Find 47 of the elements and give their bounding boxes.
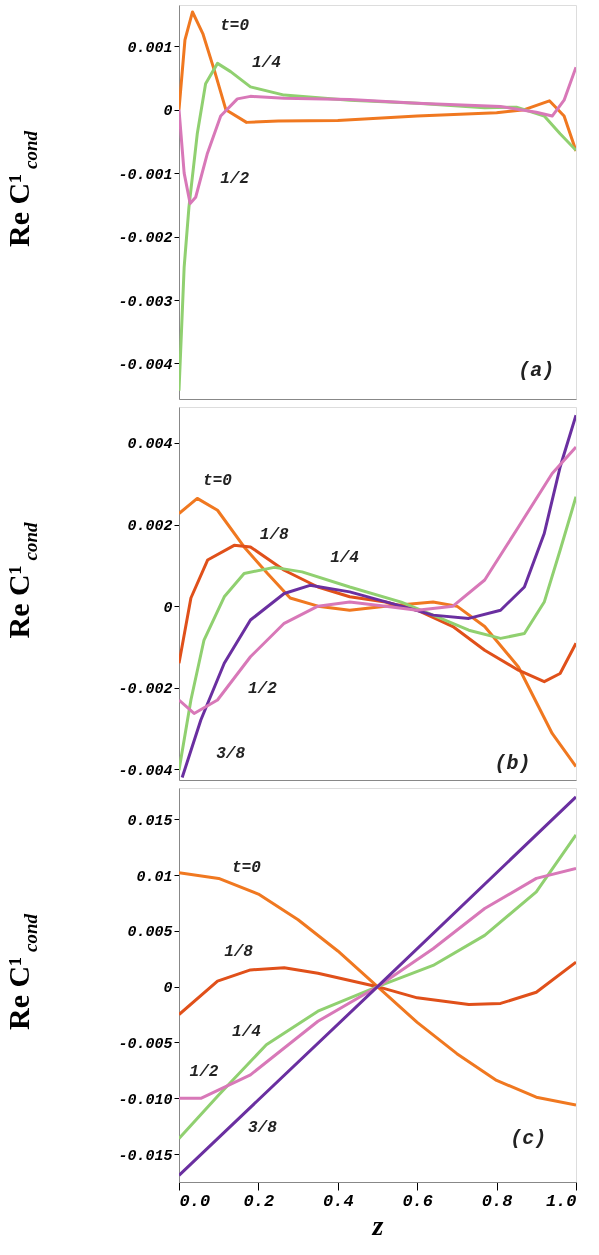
y-tick-label: 0.002 (127, 518, 173, 536)
x-tick-label: 0.0 (179, 1191, 211, 1211)
x-axis-title: z (371, 1209, 384, 1241)
annotation: (a) (518, 358, 555, 382)
x-tick-label: 0.2 (243, 1191, 275, 1211)
y-tick-label: -0.002 (118, 681, 173, 699)
series-label: 3/8 (216, 745, 246, 764)
series-label: 1/4 (232, 1023, 262, 1042)
series-label: 1/2 (189, 1063, 219, 1082)
y-tick-label: -0.002 (118, 230, 173, 248)
series-label: 1/2 (220, 170, 250, 189)
y-tick-label: 0.001 (127, 39, 173, 57)
series-label: 3/8 (247, 1119, 278, 1138)
x-tick-label: 0.8 (481, 1191, 513, 1211)
series-label: t=0 (220, 16, 250, 35)
y-tick-label: -0.003 (118, 293, 173, 311)
y-tick-label: -0.015 (118, 1147, 173, 1165)
y-tick-label: -0.004 (118, 762, 173, 780)
series-label: 1/8 (224, 943, 254, 962)
y-axis-title: Re C¹cond (2, 913, 41, 1030)
y-axis-title: Re C¹cond (2, 522, 41, 639)
y-tick-label: -0.010 (118, 1091, 173, 1109)
x-tick-label: 1.0 (545, 1191, 577, 1211)
y-tick-label: 0.015 (127, 812, 173, 830)
x-tick-label: 0.4 (323, 1191, 354, 1211)
series-label: 1/8 (259, 526, 290, 545)
series-label: 1/2 (247, 679, 278, 698)
y-tick-label: -0.004 (118, 356, 173, 374)
series-label: t=0 (232, 859, 262, 878)
y-tick-label: 0.01 (136, 868, 173, 886)
line-series (179, 445, 576, 715)
line-series (179, 65, 576, 206)
series-label: 1/4 (330, 548, 360, 567)
y-tick-label: 0.004 (127, 436, 173, 454)
series-label: 1/4 (251, 54, 282, 73)
y-tick-label: -0.001 (118, 166, 173, 184)
annotation: (b) (494, 752, 531, 776)
y-tick-label: 0 (163, 980, 173, 998)
y-tick-label: -0.005 (118, 1035, 173, 1053)
line-series (179, 960, 576, 1017)
annotation: (c) (510, 1127, 547, 1151)
x-tick-label: 0.6 (402, 1191, 433, 1211)
series-label: t=0 (203, 471, 233, 490)
y-axis-title: Re C¹cond (2, 130, 41, 247)
y-tick-label: 0 (163, 103, 173, 121)
y-tick-label: 0 (163, 599, 173, 617)
y-tick-label: 0.005 (127, 924, 173, 942)
